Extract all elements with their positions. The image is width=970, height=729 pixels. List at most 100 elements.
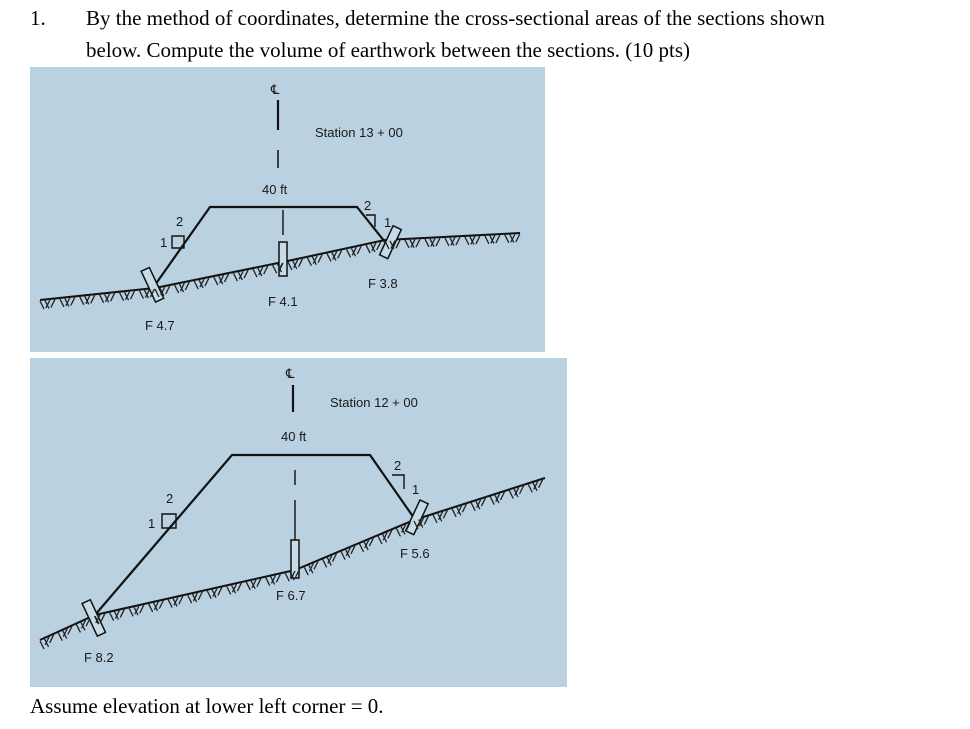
hatch-mark — [509, 234, 515, 243]
hatch-mark — [149, 288, 155, 298]
hatch-mark — [322, 559, 328, 568]
slope-run-left: 2 — [166, 491, 173, 506]
hatch-mark — [350, 545, 356, 555]
hatch-mark — [99, 294, 105, 304]
hatch-mark — [442, 510, 448, 519]
hatch-mark — [85, 295, 91, 305]
hatch-mark — [57, 632, 63, 642]
hatch-mark — [418, 517, 425, 527]
slope-run-left: 2 — [176, 214, 183, 229]
figure-station-12-background — [30, 358, 567, 687]
hatch-mark — [44, 636, 50, 646]
hatch-mark — [165, 285, 171, 295]
slope-triangle-right — [366, 214, 376, 227]
fill-right-label: F 3.8 — [368, 276, 398, 291]
hatch-mark — [424, 238, 430, 248]
hatch-mark — [514, 487, 520, 496]
hatch-mark — [415, 238, 421, 248]
hatch-mark — [432, 514, 438, 524]
centerline-symbol: ℄ — [270, 82, 280, 97]
hatch-mark — [70, 297, 76, 306]
hatch-mark — [437, 511, 444, 521]
hatch-mark — [80, 620, 87, 629]
hatch-mark — [382, 531, 388, 541]
fill-left-label: F 8.2 — [84, 650, 114, 665]
hatch-mark — [67, 626, 73, 635]
hatch-mark — [435, 237, 441, 247]
fill-left-label: F 4.7 — [145, 318, 175, 333]
hatch-mark — [510, 233, 516, 243]
hatch-mark — [199, 278, 205, 288]
hatch-mark — [457, 505, 463, 515]
hatch-mark — [206, 590, 212, 600]
hatch-mark — [178, 595, 184, 605]
hatch-mark — [290, 570, 296, 580]
hatch-mark — [504, 234, 510, 244]
hatch-mark — [413, 520, 419, 530]
hatch-mark — [376, 241, 382, 251]
hatch-mark — [308, 562, 315, 572]
hatch-mark — [252, 268, 258, 278]
width-label: 40 ft — [262, 182, 288, 197]
hatch-mark — [508, 490, 514, 499]
hatch-mark — [384, 240, 390, 250]
hatch-mark — [251, 579, 257, 589]
hatch-mark — [245, 581, 251, 591]
hatch-mark — [223, 273, 230, 283]
problem-text-line1: By the method of coordinates, determine … — [86, 6, 825, 30]
hatch-mark — [243, 269, 249, 279]
stake-left — [140, 266, 165, 304]
hatch-mark — [340, 551, 346, 560]
hatch-mark — [390, 240, 396, 249]
hatch-mark — [148, 603, 154, 613]
hatch-mark — [337, 250, 343, 259]
hatch-mark — [518, 485, 525, 495]
hatch-mark — [197, 591, 203, 601]
hatch-mark — [405, 522, 411, 531]
hatch-mark — [480, 497, 487, 507]
fill-center-label: F 4.1 — [268, 294, 298, 309]
hatch-mark — [410, 239, 416, 248]
hatch-mark — [110, 292, 116, 302]
footer-note: Assume elevation at lower left corner = … — [30, 694, 384, 718]
hatch-mark — [144, 289, 150, 298]
hatch-mark — [62, 628, 68, 637]
hatch-mark — [389, 240, 395, 250]
hatch-mark — [295, 568, 301, 578]
hatch-mark — [118, 292, 125, 301]
hatch-mark — [119, 609, 125, 618]
stake-center — [278, 241, 288, 277]
hatch-mark — [297, 258, 304, 268]
hatch-mark — [371, 242, 377, 252]
stake-center — [290, 539, 300, 579]
hatch-mark — [490, 235, 496, 244]
embankment-outline — [94, 453, 415, 616]
hatch-mark — [450, 237, 456, 246]
hatch-mark — [160, 286, 166, 296]
hatch-mark — [256, 578, 262, 587]
hatch-mark — [90, 295, 96, 304]
station-label: Station 12 + 00 — [330, 395, 418, 410]
hatch-mark — [499, 491, 506, 501]
embankment-outline — [154, 205, 386, 286]
hatch-mark — [85, 617, 91, 627]
hatch-mark — [313, 561, 319, 570]
fill-right-label: F 5.6 — [400, 546, 430, 561]
hatch-mark — [213, 276, 219, 286]
hatch-mark — [495, 493, 501, 502]
hatch-mark — [351, 246, 357, 256]
hatch-mark — [284, 572, 290, 582]
hatch-mark — [79, 296, 85, 306]
hatch-mark — [109, 612, 115, 621]
hatch-mark — [306, 257, 313, 267]
problem-number: 1. — [30, 6, 46, 30]
hatch-mark — [45, 299, 51, 309]
hatch-mark — [395, 239, 401, 249]
hatch-mark — [100, 613, 106, 623]
hatch-mark — [217, 587, 223, 596]
hatch-mark — [312, 255, 318, 264]
hatch-mark — [455, 236, 461, 246]
slope-rise-right: 1 — [384, 215, 391, 230]
hatch-mark — [105, 293, 111, 303]
